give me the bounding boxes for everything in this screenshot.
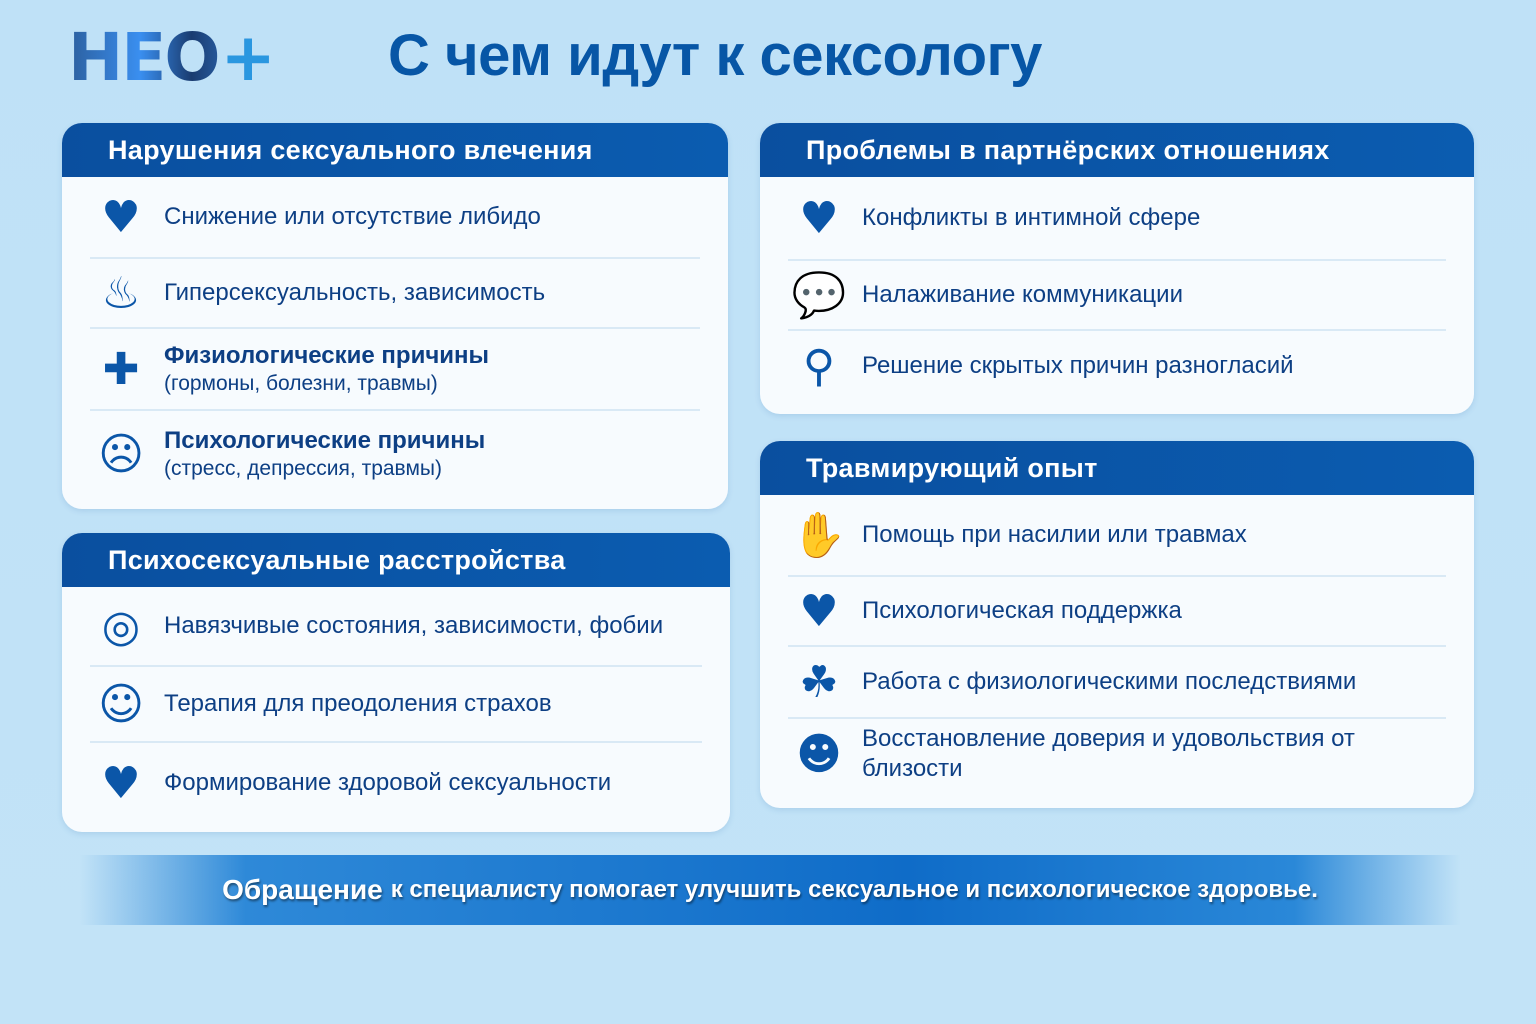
item-label: Помощь при насилии или травмах [862, 521, 1247, 548]
page-title: С чем идут к сексологу [388, 23, 1042, 88]
item-label: Психологическая поддержка [862, 597, 1182, 624]
list-item: 💬 Налаживание коммуникации [788, 261, 1446, 331]
item-label: Гиперсексуальность, зависимость [164, 279, 546, 306]
list-item: ♨ Гиперсексуальность, зависимость [90, 259, 700, 329]
item-text: Психологическая поддержка [862, 596, 1182, 626]
item-text: Решение скрытых причин разногласий [862, 351, 1294, 381]
section-header: Проблемы в партнёрских отношениях [760, 123, 1474, 177]
item-label: Конфликты в интимной сфере [862, 204, 1201, 231]
broken-heart-icon: ♥ [101, 191, 141, 243]
list-item: ♥ Психологическая поддержка [788, 577, 1446, 647]
flame-icon: ♨ [101, 267, 141, 319]
therapist-icon: ☺ [98, 678, 144, 730]
broken-heart-icon: ♥ [799, 192, 839, 244]
item-label: Навязчивые состояния, зависимости, фобии [164, 612, 664, 639]
item-label: Психологические причины [164, 427, 486, 454]
item-label: Формирование здоровой сексуальности [164, 769, 612, 796]
list-item: ⚲ Решение скрытых причин разногласий [788, 331, 1446, 401]
item-label: Восстановление доверия и удовольствия от… [862, 725, 1355, 782]
list-item: ☻ Восстановление доверия и удовольствия … [788, 719, 1446, 789]
item-label: Снижение или отсутствие либидо [164, 203, 541, 230]
section-header: Травмирующий опыт [760, 441, 1474, 495]
footer-banner: Обращение к специалисту помогает улучшить… [80, 855, 1460, 925]
banner-text: к специалисту помогает улучшить сексуаль… [390, 876, 1318, 903]
list-item: ♥ Снижение или отсутствие либидо [90, 177, 700, 259]
embrace-icon: ☻ [796, 728, 842, 780]
item-sub: (стресс, депрессия, травмы) [164, 457, 442, 480]
sad-face-icon: ☹ [98, 428, 144, 480]
list-item: ☘ Работа с физиологическими последствиям… [788, 647, 1446, 719]
item-text: Гиперсексуальность, зависимость [164, 278, 545, 308]
item-text: Снижение или отсутствие либидо [164, 202, 541, 232]
item-label: Налаживание коммуникации [862, 281, 1183, 308]
heart-icon: ♥ [799, 585, 839, 637]
item-label: Физиологические причины [164, 342, 490, 369]
list-item: ♥ Конфликты в интимной сфере [788, 177, 1446, 261]
item-text: Психологические причины (стресс, депресси… [164, 426, 485, 482]
brain-tree-icon: ☘ [799, 656, 839, 708]
item-label: Работа с физиологическими последствиями [862, 668, 1357, 695]
medical-cross-icon: ✚ [102, 343, 140, 395]
item-text: Конфликты в интимной сфере [862, 203, 1200, 233]
spiral-head-icon: ◎ [101, 600, 141, 652]
section-traumatic-experience: Травмирующий опыт ✋ Помощь при насилии и… [760, 441, 1474, 808]
list-item: ☹ Психологические причины (стресс, депрес… [90, 411, 700, 497]
list-item: ♥ Формирование здоровой сексуальности [90, 743, 702, 823]
speech-bubbles-icon: 💬 [791, 270, 847, 321]
banner-lead: Обращение [222, 874, 383, 905]
list-item: ☺ Терапия для преодоления страхов [90, 667, 702, 743]
list-item: ✚ Физиологические причины (гормоны, болез… [90, 329, 700, 411]
section-header: Психосексуальные расстройства [62, 533, 730, 587]
logo-plus: + [220, 18, 275, 96]
logo: НЕО + [68, 19, 275, 96]
magnifier-head-icon: ⚲ [802, 340, 836, 392]
item-text: Восстановление доверия и удовольствия от… [862, 724, 1446, 784]
item-text: Навязчивые состояния, зависимости, фобии [164, 611, 663, 641]
hand-icon: ✋ [791, 510, 847, 561]
item-text: Терапия для преодоления страхов [164, 689, 552, 719]
item-text: Налаживание коммуникации [862, 280, 1183, 310]
section-header: Нарушения сексуального влечения [62, 123, 728, 177]
item-label: Терапия для преодоления страхов [164, 690, 552, 717]
item-text: Формирование здоровой сексуальности [164, 768, 611, 798]
item-text: Помощь при насилии или травмах [862, 520, 1247, 550]
section-sexual-desire: Нарушения сексуального влечения ♥ Снижен… [62, 123, 728, 509]
item-text: Работа с физиологическими последствиями [862, 667, 1356, 697]
item-sub: (гормоны, болезни, травмы) [164, 372, 438, 395]
list-item: ✋ Помощь при насилии или травмах [788, 495, 1446, 577]
item-text: Физиологические причины (гормоны, болезни… [164, 341, 489, 397]
section-partner-relationships: Проблемы в партнёрских отношениях ♥ Конф… [760, 123, 1474, 414]
heart-icon: ♥ [101, 757, 141, 809]
logo-text: НЕО [68, 18, 219, 96]
item-label: Решение скрытых причин разногласий [862, 352, 1294, 379]
section-psychosexual-disorders: Психосексуальные расстройства ◎ Навязчив… [62, 533, 730, 832]
list-item: ◎ Навязчивые состояния, зависимости, фоб… [90, 587, 702, 667]
